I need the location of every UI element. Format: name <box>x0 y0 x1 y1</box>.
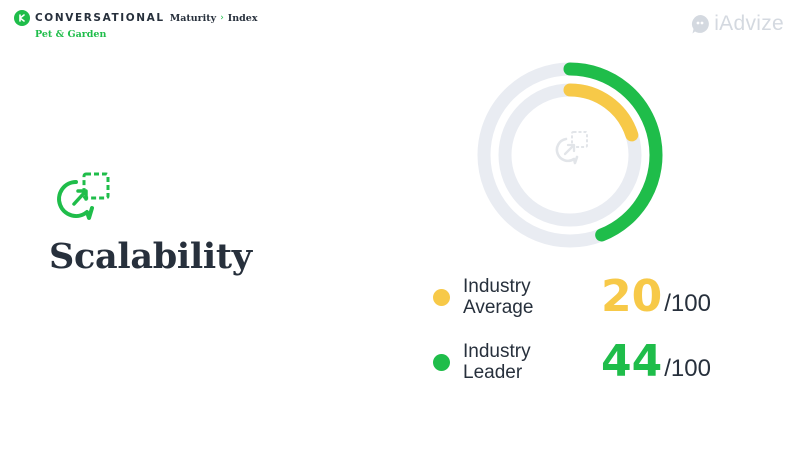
brand-index: Index <box>227 12 258 24</box>
score-leader-max: /100 <box>664 355 711 382</box>
legend-leader-line1: Industry <box>463 341 531 362</box>
legend-average-label: Industry Average <box>463 276 573 318</box>
scalability-chat-icon <box>57 172 110 220</box>
score-average-value: 20 <box>601 271 663 322</box>
score-leader-value: 44 <box>601 336 663 387</box>
legend-average-line2: Average <box>463 297 534 318</box>
brand-main: CONVERSATIONAL <box>35 12 165 24</box>
score-leader: 44 /100 <box>601 340 711 384</box>
segment-label: Pet & Garden <box>35 29 107 40</box>
score-average: 20 /100 <box>601 275 711 319</box>
brand-badge-icon <box>14 10 30 26</box>
logo-text: iAdvize <box>714 12 784 35</box>
report-header: CONVERSATIONAL Maturity › Index Pet & Ga… <box>14 10 258 40</box>
legend-average-line1: Industry <box>463 276 531 297</box>
legend-leader-label: Industry Leader <box>463 341 573 383</box>
score-average-max: /100 <box>664 290 711 317</box>
leader-arc <box>563 62 663 242</box>
brand-sub: Maturity <box>169 12 217 24</box>
center-chat-icon <box>555 131 588 165</box>
brand-separator: › <box>220 13 224 23</box>
average-arc <box>563 83 639 142</box>
iadvize-logo: iAdvize <box>690 12 784 36</box>
radial-chart <box>477 62 663 248</box>
metric-title: Scalability <box>49 236 252 277</box>
legend-leader: Industry Leader <box>433 341 573 383</box>
legend-average: Industry Average <box>433 276 573 318</box>
average-dot <box>433 288 450 306</box>
leader-dot <box>433 353 450 371</box>
logo-bubble-icon <box>692 14 710 34</box>
legend-leader-line2: Leader <box>463 362 523 383</box>
brand-row: CONVERSATIONAL Maturity › Index <box>14 10 258 26</box>
